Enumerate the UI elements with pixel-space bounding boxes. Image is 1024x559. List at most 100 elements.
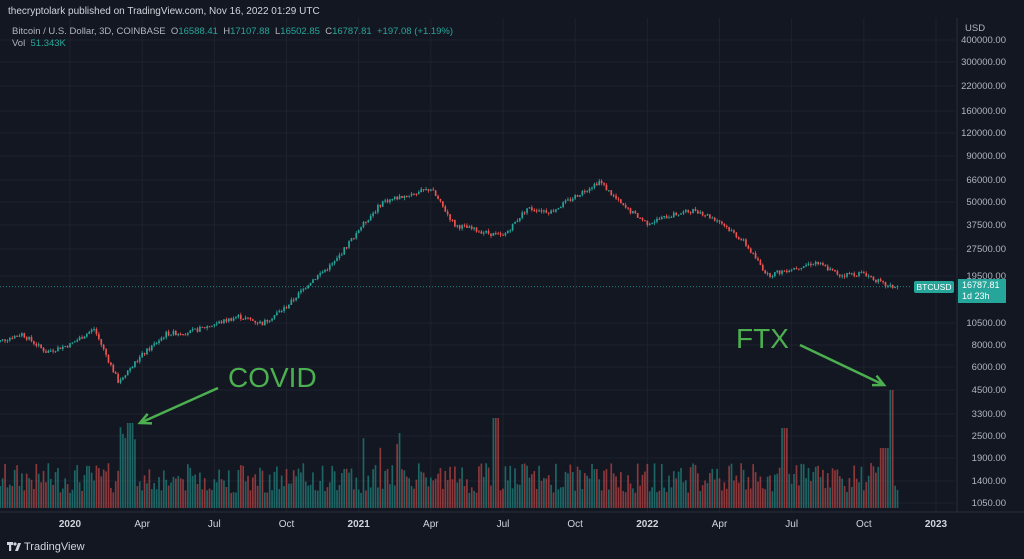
volume-bar [215,482,218,508]
candle-body [793,268,795,270]
volume-bar [778,467,781,508]
volume-bar [730,463,733,508]
volume-bar [211,489,213,508]
volume-bar [259,467,261,508]
candle-body [434,190,437,196]
candle-body [463,225,466,227]
candle-body [172,330,175,335]
candle-body [552,210,555,212]
volume-bar [817,465,819,508]
candle-body [302,288,305,291]
volume-bar [499,490,502,508]
candle-body [632,211,634,214]
candle-body [879,279,882,281]
volume-bar [632,488,634,508]
candle-body [752,252,755,254]
symbol-name: Bitcoin / U.S. Dollar, 3D, COINBASE [12,26,166,37]
candle-body [225,319,228,322]
candle-body [574,195,577,199]
volume-bar [745,489,747,508]
candle-body [194,328,196,330]
candle-body [379,205,382,207]
volume-bar [420,471,423,508]
candle-body [98,334,100,340]
volume-bar [636,463,639,508]
volume-bar [668,475,670,508]
volume-bar [605,469,608,508]
candle-body [680,213,682,215]
candle-body [256,322,259,324]
volume-bar [355,477,358,508]
candle-body [624,205,627,208]
candle-body [126,370,129,376]
volume-bar [297,468,300,508]
volume-bar [444,470,447,508]
y-tick-label: 3300.00 [972,409,1006,420]
volume-bar [276,466,278,508]
candle-body [155,343,158,345]
volume-bar [110,487,112,508]
candle-body [586,191,589,193]
volume-bar [514,468,516,508]
candle-body [853,273,856,276]
candle-body [213,324,216,326]
candle-body [865,273,868,277]
volume-bar [701,485,704,508]
candle-body [593,183,596,188]
candle-body [321,271,324,274]
volume-bar [100,476,103,508]
candle-body [788,270,791,273]
volume-bar [389,484,391,508]
candle-body [237,314,240,318]
volume-bar [882,448,884,508]
volume-bar [838,476,841,508]
volume-bar [309,484,312,508]
volume-bar [59,492,62,508]
candle-body [427,189,430,191]
candle-body [184,334,187,336]
candle-body [353,238,355,240]
candle-body [875,279,877,283]
volume-bar [427,486,430,508]
volume-bar [187,464,189,508]
candle-body [475,227,478,232]
volume-bar [88,466,91,508]
candle-body [790,269,793,271]
candle-body [802,266,805,268]
volume-bar [850,486,853,508]
candle-body [499,233,502,235]
volume-bar [268,474,271,508]
candle-body [239,314,242,319]
candle-body [704,215,706,217]
candle-body [608,190,610,192]
candle-body [771,276,774,278]
volume-bar [374,465,377,508]
volume-bar [687,492,690,508]
candle-body [504,233,507,236]
candle-body [280,310,283,312]
volume-bar [831,468,834,508]
candle-body [410,193,413,196]
volume-bar [764,489,767,508]
candle-body [547,212,550,214]
tradingview-brand[interactable]: TradingView [24,541,85,553]
x-tick-label: Oct [856,519,872,530]
volume-bar [47,463,50,508]
candle-body [521,212,524,219]
volume-bar [266,492,269,508]
volume-bar [723,482,726,508]
volume-bar [422,472,425,508]
candle-body [723,223,726,226]
volume-bar [713,479,716,508]
candle-body [850,273,853,275]
volume-bar [90,472,93,508]
volume-bar [704,480,706,508]
volume-bar [64,478,67,508]
candle-body [61,346,64,350]
close-value: 16787.81 [332,26,372,37]
y-tick-label: 300000.00 [961,57,1006,68]
candle-body [326,269,329,271]
volume-bar [437,473,439,508]
footer-bar [0,536,1024,559]
